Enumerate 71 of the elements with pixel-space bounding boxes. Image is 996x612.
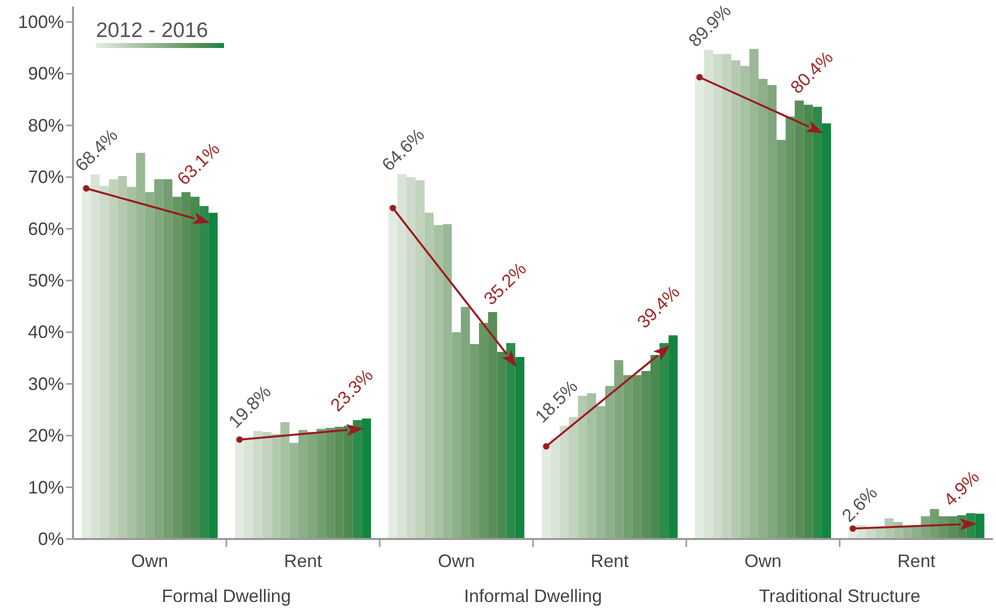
- bar: [108, 179, 118, 539]
- bar: [452, 332, 461, 539]
- bar: [362, 418, 372, 539]
- bar: [470, 344, 479, 539]
- legend-title: 2012 - 2016: [96, 19, 208, 42]
- bar: [280, 422, 290, 539]
- bar: [316, 428, 326, 539]
- y-tick-label: 10%: [28, 477, 64, 498]
- bar: [154, 179, 164, 539]
- bar: [145, 192, 154, 539]
- text: Traditional Structure: [758, 586, 920, 606]
- bar: [722, 54, 732, 539]
- y-tick-label: 50%: [28, 270, 64, 291]
- bar: [605, 386, 614, 539]
- bar: [136, 152, 146, 539]
- bar: [668, 335, 678, 539]
- bar: [271, 434, 280, 539]
- bar: [786, 116, 795, 539]
- bar: [163, 179, 172, 539]
- bar: [749, 48, 758, 539]
- bar: [794, 100, 804, 539]
- text: Formal Dwelling: [162, 586, 291, 606]
- y-tick-label: 0%: [38, 529, 64, 549]
- bar: [118, 176, 127, 539]
- x-tick-label: Own: [131, 551, 168, 571]
- y-tick-label: 60%: [28, 218, 64, 239]
- bar: [632, 375, 642, 539]
- bar: [334, 426, 344, 539]
- bar: [172, 196, 182, 539]
- text: Informal Dwelling: [464, 586, 602, 606]
- bar: [758, 78, 768, 539]
- bar: [641, 370, 650, 539]
- bar: [776, 140, 786, 539]
- bar: [614, 360, 624, 539]
- bar: [515, 357, 524, 539]
- y-tick-label: 30%: [28, 374, 64, 394]
- bar: [424, 212, 434, 539]
- bar: [587, 393, 596, 539]
- x-tick-label: Rent: [590, 551, 629, 571]
- bar: [822, 123, 832, 539]
- bar: [308, 432, 317, 539]
- bar: [460, 306, 470, 539]
- bar: [289, 442, 298, 539]
- bar: [298, 430, 308, 539]
- x-tick-label: Own: [438, 551, 475, 571]
- bar: [326, 428, 335, 539]
- bar: [623, 375, 632, 539]
- bar: [181, 192, 190, 539]
- bar: [442, 224, 452, 539]
- y-tick-label: 80%: [28, 115, 64, 136]
- y-tick-label: 100%: [18, 12, 64, 32]
- y-tick-label: 70%: [28, 167, 64, 188]
- y-tick-label: 90%: [28, 64, 64, 84]
- bar: [740, 66, 750, 539]
- bar: [578, 396, 587, 539]
- bar: [768, 85, 777, 539]
- y-tick-label: 20%: [28, 426, 64, 446]
- y-tick-label: 40%: [28, 322, 64, 342]
- bar: [127, 186, 136, 539]
- bar: [731, 60, 740, 539]
- bar: [434, 225, 443, 539]
- bar: [208, 212, 218, 539]
- x-tick-label: Rent: [284, 551, 322, 571]
- bar: [416, 180, 425, 539]
- bar: [488, 312, 498, 539]
- bar: [975, 514, 984, 539]
- bar: [596, 406, 606, 539]
- bar: [479, 322, 488, 539]
- x-tick-label: Own: [744, 551, 782, 571]
- bar: [262, 432, 272, 539]
- x-tick-label: Rent: [897, 551, 936, 571]
